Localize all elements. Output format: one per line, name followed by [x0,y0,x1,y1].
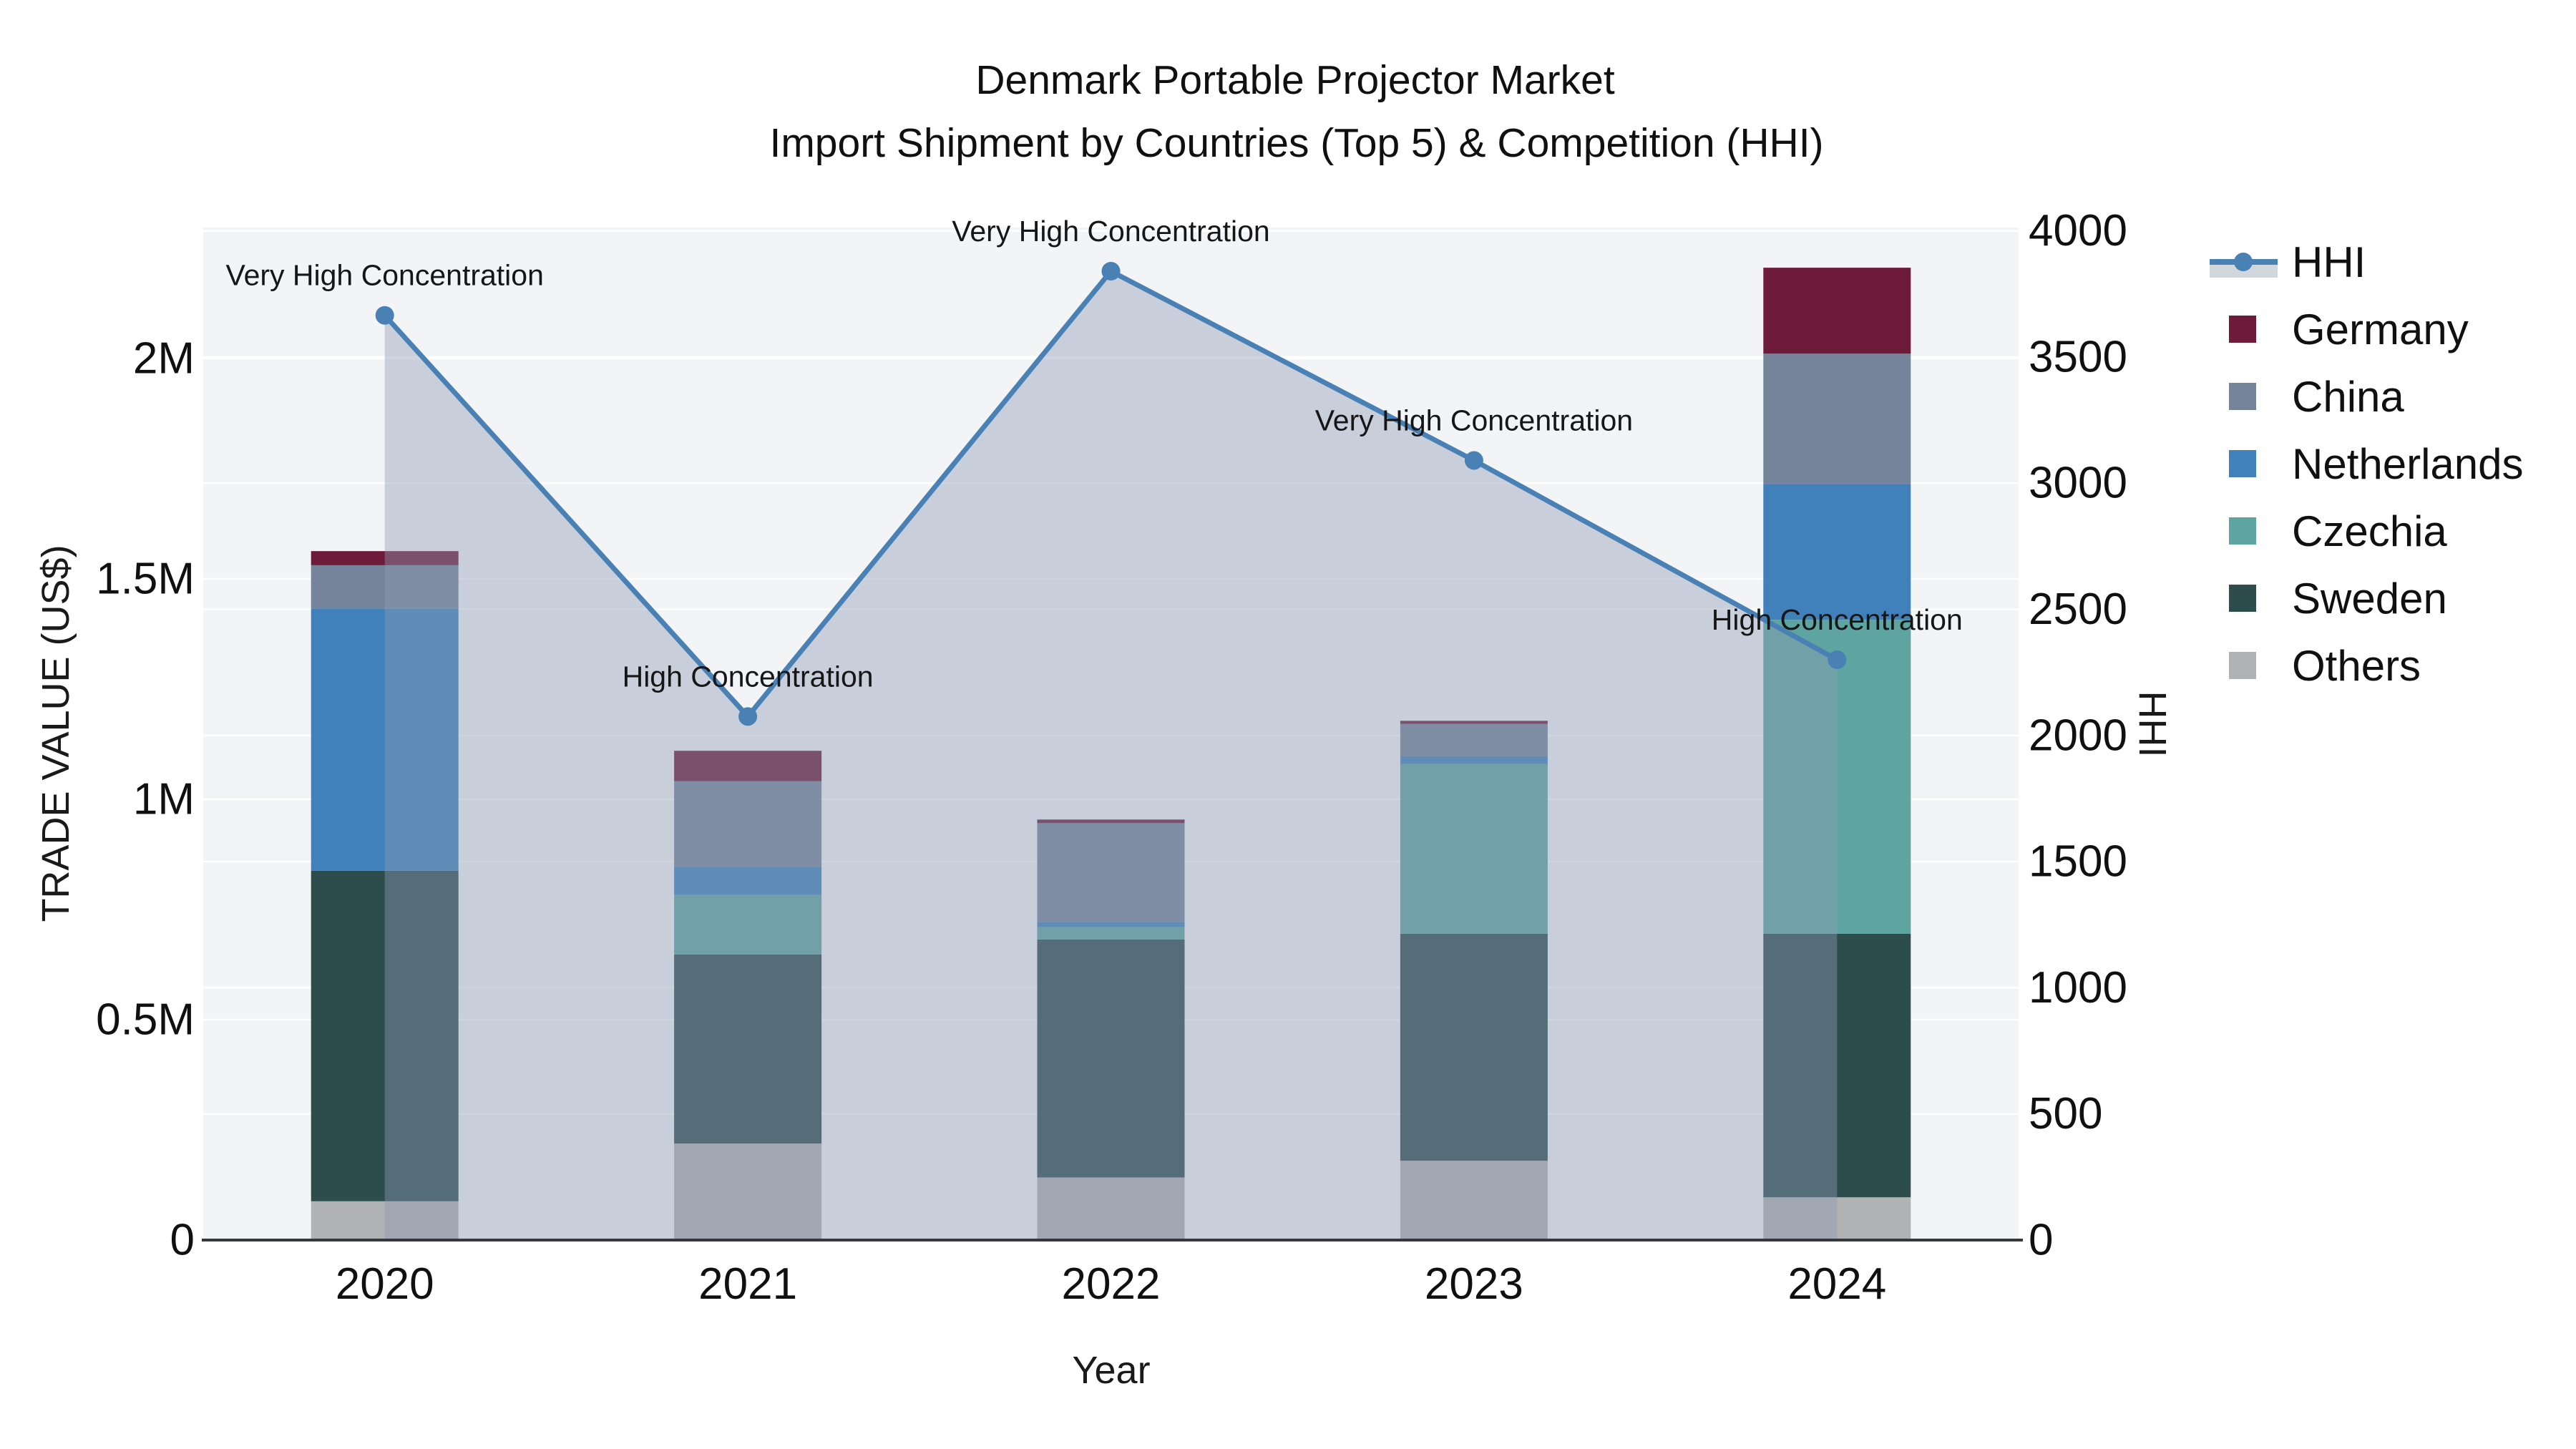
x-tick-2024: 2024 [1787,1259,1886,1309]
legend-swatch-icon [2210,643,2278,688]
bar-segment-netherlands-2020[interactable] [311,608,459,871]
bar-segment-others-2024[interactable] [1763,1197,1911,1240]
hhi-marker-2023[interactable] [1464,451,1483,470]
bar-segment-china-2024[interactable] [1763,353,1911,484]
y-tick-right-2500: 2500 [2029,585,2127,634]
bar-segment-china-2022[interactable] [1037,823,1185,922]
hhi-area-fill [384,271,1838,1240]
chart-title-line1: Denmark Portable Projector Market [975,57,1615,103]
y-axis-title-right: HHI [2131,691,2174,758]
x-tick-2020: 2020 [336,1259,434,1309]
bar-segment-sweden-2022[interactable] [1037,939,1185,1178]
chart-title-line2: Import Shipment by Countries (Top 5) & C… [769,120,1824,166]
y-tick-left-2M: 2M [133,334,195,384]
legend-item-netherlands[interactable]: Netherlands [2210,439,2524,488]
legend-item-czechia[interactable]: Czechia [2210,507,2447,555]
legend-item-sweden[interactable]: Sweden [2210,574,2447,623]
legend-swatch-icon [2210,575,2278,621]
y-tick-right-1000: 1000 [2029,963,2127,1013]
bar-segment-germany-2021[interactable] [674,751,822,781]
x-tick-2022: 2022 [1062,1259,1161,1309]
y-tick-right-1500: 1500 [2029,837,2127,887]
hhi-marker-2021[interactable] [738,707,758,726]
legend-label: Czechia [2292,507,2447,555]
y-axis-title-left: TRADE VALUE (US$) [34,545,77,922]
x-tick-2021: 2021 [698,1259,797,1309]
bar-segment-china-2020[interactable] [311,565,459,609]
y-tick-left-0.5M: 0.5M [96,995,195,1045]
legend-label: Others [2292,641,2421,690]
hhi-marker-2022[interactable] [1101,262,1121,281]
y-tick-right-4000: 4000 [2029,206,2127,255]
bar-segment-sweden-2020[interactable] [311,870,459,1201]
bar-segment-china-2023[interactable] [1400,723,1548,756]
bar-segment-netherlands-2024[interactable] [1763,484,1911,620]
hhi-marker-2024[interactable] [1828,650,1847,670]
legend-item-germany[interactable]: Germany [2210,305,2469,353]
y-tick-right-500: 500 [2029,1089,2102,1138]
y-tick-right-3500: 3500 [2029,332,2127,381]
annotation-2021: High Concentration [623,660,874,693]
x-axis-title: Year [1072,1349,1151,1392]
legend-swatch-icon [2210,374,2278,419]
legend-swatch-icon [2210,508,2278,554]
legend-label: HHI [2292,238,2366,286]
bar-segment-czechia-2022[interactable] [1037,927,1185,940]
legend-swatch-icon [2210,306,2278,352]
legend-hhi-line-icon [2210,239,2278,285]
hhi-marker-2020[interactable] [375,306,394,325]
annotation-2020: Very High Concentration [225,259,543,292]
annotation-2023: Very High Concentration [1315,404,1633,436]
legend-item-china[interactable]: China [2210,372,2404,421]
y-tick-left-1M: 1M [133,775,195,824]
legend-item-hhi[interactable]: HHI [2210,238,2366,286]
legend-label: China [2292,372,2404,421]
bar-segment-china-2021[interactable] [674,781,822,867]
y-tick-right-0: 0 [2029,1216,2053,1265]
bar-segment-czechia-2021[interactable] [674,894,822,955]
y-tick-left-0: 0 [170,1216,195,1265]
bar-segment-germany-2023[interactable] [1400,721,1548,724]
annotation-2022: Very High Concentration [952,215,1269,248]
y-tick-left-1.5M: 1.5M [96,555,195,604]
legend-label: Sweden [2292,574,2447,623]
bar-segment-others-2021[interactable] [674,1143,822,1240]
bar-segment-germany-2024[interactable] [1763,268,1911,354]
legend-swatch-icon [2210,441,2278,487]
bar-segment-netherlands-2022[interactable] [1037,922,1185,927]
bar-segment-others-2023[interactable] [1400,1161,1548,1240]
bar-segment-sweden-2023[interactable] [1400,933,1548,1161]
bar-segment-germany-2020[interactable] [311,551,459,565]
bar-segment-germany-2022[interactable] [1037,819,1185,824]
bar-segment-czechia-2024[interactable] [1763,620,1911,934]
bar-segment-netherlands-2023[interactable] [1400,756,1548,764]
annotation-2024: High Concentration [1712,603,1963,636]
bar-segment-others-2020[interactable] [311,1201,459,1240]
legend-label: Germany [2292,305,2469,353]
legend-item-others[interactable]: Others [2210,641,2421,690]
bar-segment-sweden-2021[interactable] [674,954,822,1144]
bar-segment-others-2022[interactable] [1037,1177,1185,1240]
y-tick-right-3000: 3000 [2029,459,2127,508]
bar-segment-czechia-2023[interactable] [1400,763,1548,934]
x-tick-2023: 2023 [1425,1259,1523,1309]
bar-segment-netherlands-2021[interactable] [674,867,822,895]
y-tick-right-2000: 2000 [2029,711,2127,760]
legend-label: Netherlands [2292,439,2524,488]
bar-segment-sweden-2024[interactable] [1763,933,1911,1198]
